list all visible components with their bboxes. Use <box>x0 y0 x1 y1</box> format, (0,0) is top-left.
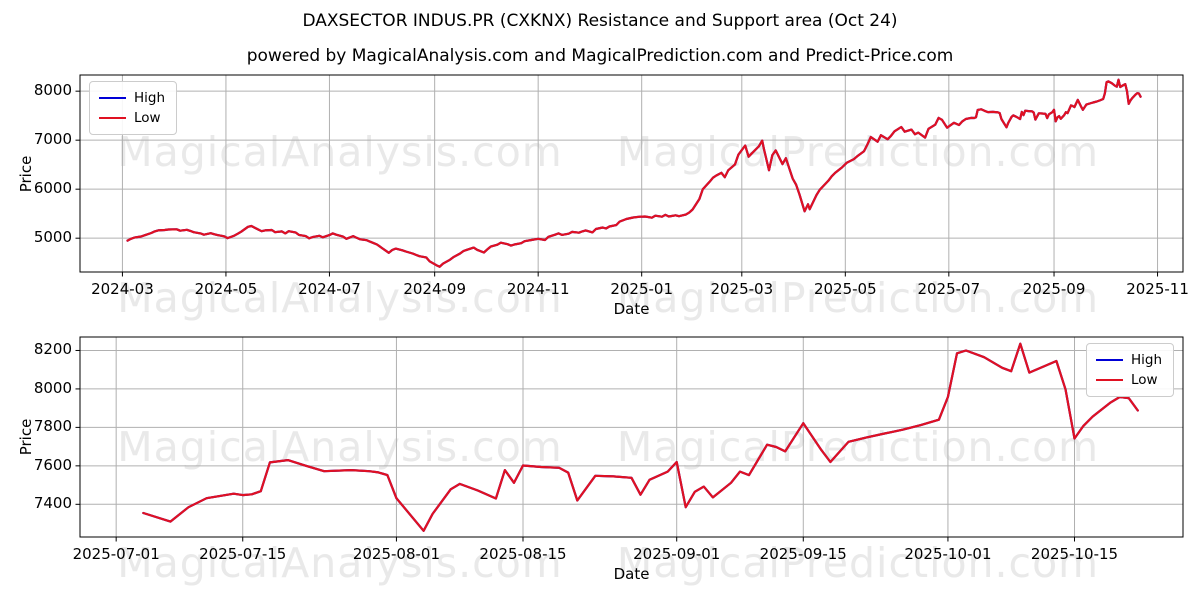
watermark-magicalprediction: MagicalPrediction.com <box>616 423 1100 471</box>
watermark-magicalprediction: MagicalPrediction.com <box>616 128 1100 176</box>
x-tick-label: 2025-08-01 <box>352 545 441 563</box>
low-line <box>142 342 1139 532</box>
x-tick-label: 2024-11 <box>506 280 570 298</box>
legend: High Low <box>89 81 178 135</box>
x-axis-label: Date <box>613 300 650 318</box>
x-tick-label: 2024-05 <box>194 280 258 298</box>
x-tick-label: 2024-09 <box>403 280 466 298</box>
legend-item-label: Low <box>134 110 161 126</box>
x-tick-label: 2025-09-15 <box>759 545 847 563</box>
x-tick-label: 2025-09 <box>1022 280 1086 298</box>
watermark-magicalprediction: MagicalPrediction.com <box>616 539 1100 587</box>
legend-item-label: High <box>1130 352 1162 368</box>
legend-item-label: High <box>134 90 166 106</box>
chart-subtitle: powered by MagicalAnalysis.com and Magic… <box>246 46 954 66</box>
x-tick-label: 2025-07 <box>917 280 981 298</box>
x-tick-label: 2025-10-15 <box>1030 545 1119 563</box>
y-tick-label: 8200 <box>33 340 72 359</box>
legend-line-sample-icon <box>1095 379 1123 381</box>
legend-line-sample-icon <box>99 97 126 99</box>
y-tick-label: 7800 <box>33 417 72 436</box>
y-tick-label: 8000 <box>33 378 72 397</box>
y-tick-label: 6000 <box>33 179 72 198</box>
x-axis-label: Date <box>613 565 650 583</box>
y-axis-label: Price <box>17 418 35 456</box>
y-tick-label: 7600 <box>33 455 72 474</box>
x-tick-label: 2025-11 <box>1126 280 1189 298</box>
watermark-magicalanalysis: MagicalAnalysis.com <box>117 128 563 176</box>
x-tick-label: 2025-10-01 <box>904 545 992 563</box>
watermark-magicalanalysis: MagicalAnalysis.com <box>117 274 563 322</box>
legend-line-sample-icon <box>99 117 126 119</box>
chart-title: DAXSECTOR INDUS.PR (CXKNX) Resistance an… <box>302 11 898 31</box>
x-tick-label: 2025-01 <box>610 280 674 298</box>
legend-item: Low <box>99 108 165 128</box>
y-tick-label: 8000 <box>33 81 72 100</box>
legend: High Low <box>1085 343 1174 397</box>
legend-item: High <box>99 88 165 108</box>
legend-line-sample-icon <box>1095 359 1123 361</box>
low-line <box>126 78 1142 268</box>
x-tick-label: 2025-05 <box>813 280 877 298</box>
legend-item-label: Low <box>1130 372 1158 388</box>
x-tick-label: 2024-07 <box>298 280 361 298</box>
y-tick-label: 7000 <box>33 130 72 149</box>
watermark-magicalanalysis: MagicalAnalysis.com <box>117 423 563 471</box>
x-tick-label: 2024-03 <box>91 280 154 298</box>
legend-item: Low <box>1095 370 1162 390</box>
y-tick-label: 7400 <box>33 494 72 513</box>
x-tick-label: 2025-07-15 <box>199 545 287 563</box>
x-tick-label: 2025-07-01 <box>72 545 160 563</box>
plot-border <box>79 336 1184 538</box>
legend-item: High <box>1095 350 1162 370</box>
watermark-magicalanalysis: MagicalAnalysis.com <box>117 539 563 587</box>
x-tick-label: 2025-08-15 <box>479 545 567 563</box>
watermark-magicalprediction: MagicalPrediction.com <box>616 274 1100 322</box>
y-axis-label: Price <box>17 155 35 192</box>
plot-border <box>79 74 1184 273</box>
x-tick-label: 2025-03 <box>710 280 774 298</box>
high-line <box>142 342 1139 532</box>
x-tick-label: 2025-09-01 <box>633 545 721 563</box>
y-tick-label: 5000 <box>33 228 72 247</box>
